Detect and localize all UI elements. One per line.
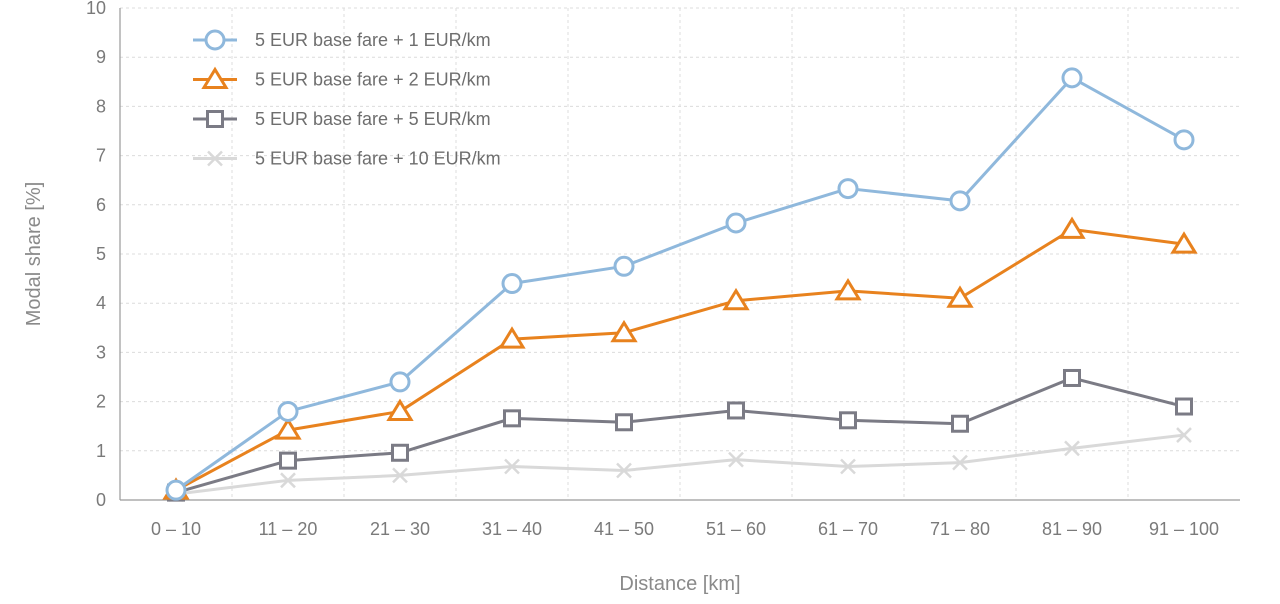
series-1	[165, 67, 1195, 501]
y-axis-title: Modal share [%]	[23, 182, 45, 327]
data-point	[834, 278, 862, 301]
legend-label: 5 EUR base fare + 10 EUR/km	[255, 149, 501, 169]
data-point	[949, 190, 971, 212]
x-tick-label: 81 – 90	[1042, 519, 1102, 539]
data-point	[837, 178, 859, 200]
legend-marker	[204, 29, 226, 51]
x-tick-label: 71 – 80	[930, 519, 990, 539]
data-point	[1061, 67, 1083, 89]
data-point	[165, 479, 187, 501]
y-tick-label: 0	[96, 490, 106, 510]
legend-marker	[206, 110, 224, 128]
data-point	[1175, 397, 1193, 416]
data-point	[386, 398, 414, 421]
legend-label: 5 EUR base fare + 5 EUR/km	[255, 109, 491, 129]
legend-entry: 5 EUR base fare + 1 EUR/km	[193, 29, 491, 51]
data-point	[728, 451, 744, 468]
y-tick-label: 2	[96, 392, 106, 412]
x-tick-label: 11 – 20	[259, 519, 318, 539]
x-tick-label: 41 – 50	[594, 519, 654, 539]
data-point	[280, 472, 296, 489]
data-point	[839, 411, 857, 430]
y-tick-label: 6	[96, 195, 106, 215]
series-line	[175, 433, 1185, 496]
data-point	[1176, 427, 1192, 443]
x-tick-label: 21 – 30	[370, 519, 430, 539]
data-point	[951, 414, 969, 433]
data-point	[391, 443, 409, 462]
data-point	[615, 413, 633, 432]
data-point	[727, 401, 745, 420]
legend-marker	[207, 150, 223, 167]
series-line	[175, 376, 1185, 495]
data-point	[946, 285, 974, 308]
data-point	[1173, 129, 1195, 151]
data-point	[279, 451, 297, 470]
data-point	[616, 462, 632, 479]
data-point	[498, 326, 526, 349]
axes: 0 1 2 3 4 5 6 7 8 9 10 0 – 10 11 – 20 21 – 30 31 – 40 4…	[86, 0, 1240, 539]
legend: 5 EUR base fare + 1 EUR/km 5 EUR base far…	[193, 29, 501, 169]
data-point	[277, 400, 299, 422]
data-point	[274, 417, 302, 440]
legend-label: 5 EUR base fare + 2 EUR/km	[255, 70, 491, 90]
series-2	[162, 216, 1198, 500]
data-point	[1064, 440, 1080, 457]
x-tick-label: 0 – 10	[151, 519, 201, 539]
data-point	[952, 454, 968, 471]
series-layer	[162, 67, 1198, 502]
y-tick-label: 4	[96, 293, 106, 313]
y-tick-label: 5	[96, 244, 106, 264]
data-point	[725, 212, 747, 234]
x-axis-title: Distance [km]	[619, 573, 740, 595]
data-point	[610, 319, 638, 343]
data-point	[389, 371, 411, 393]
y-tick-label: 9	[96, 47, 106, 67]
grid	[120, 7, 1240, 500]
legend-marker	[201, 66, 229, 89]
x-tick-label: 31 – 40	[482, 519, 542, 539]
data-point	[1058, 216, 1086, 239]
x-tick-label: 61 – 70	[818, 519, 878, 539]
y-tick-label: 8	[96, 96, 106, 116]
legend-entry: 5 EUR base fare + 10 EUR/km	[193, 149, 501, 169]
data-point	[1170, 231, 1198, 254]
data-point	[840, 458, 856, 475]
y-tick-label: 10	[86, 0, 106, 18]
x-tick-label: 91 – 100	[1149, 519, 1219, 539]
y-tick-label: 1	[96, 441, 106, 461]
data-point	[503, 409, 521, 428]
data-point	[392, 467, 408, 484]
series-line	[175, 76, 1185, 492]
legend-label: 5 EUR base fare + 1 EUR/km	[255, 30, 491, 50]
legend-entry: 5 EUR base fare + 2 EUR/km	[193, 66, 491, 90]
data-point	[722, 287, 750, 311]
legend-entry: 5 EUR base fare + 5 EUR/km	[193, 109, 491, 129]
y-tick-label: 3	[96, 342, 106, 362]
data-point	[501, 273, 523, 295]
y-tick-label: 7	[96, 146, 106, 166]
series-line	[175, 227, 1185, 492]
data-point	[613, 255, 635, 277]
data-point	[504, 458, 520, 475]
x-tick-label: 51 – 60	[706, 519, 766, 539]
data-point	[1063, 368, 1081, 387]
